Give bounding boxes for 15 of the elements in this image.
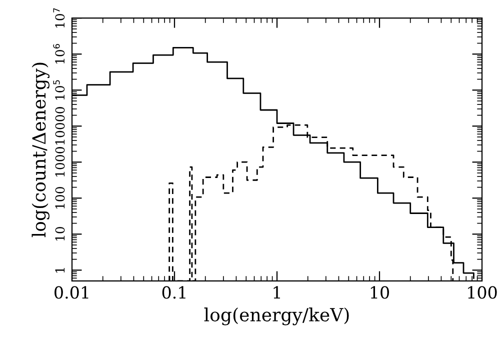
- y-tick-label: 10$^{6}$: [53, 44, 65, 64]
- x-tick-label: 10: [370, 286, 389, 299]
- y-tick-label: 100: [55, 187, 65, 209]
- x-axis-title: log(energy/keV): [204, 308, 349, 326]
- y-tick-label: 10000: [55, 107, 65, 144]
- y-tick-label: 10$^{7}$: [53, 8, 65, 28]
- x-tick-label: 0.1: [162, 286, 186, 299]
- y-tick-label: 1: [55, 268, 65, 273]
- y-axis-title: log(count/Δenergy): [32, 62, 50, 238]
- y-tick-label: 10: [55, 227, 65, 241]
- x-tick-label: 100: [468, 286, 497, 299]
- y-tick-label: 10$^{5}$: [53, 80, 65, 100]
- x-tick-label: 0.01: [54, 286, 88, 299]
- y-tick-label: 1000: [55, 147, 65, 176]
- x-tick-label: 1: [274, 286, 280, 299]
